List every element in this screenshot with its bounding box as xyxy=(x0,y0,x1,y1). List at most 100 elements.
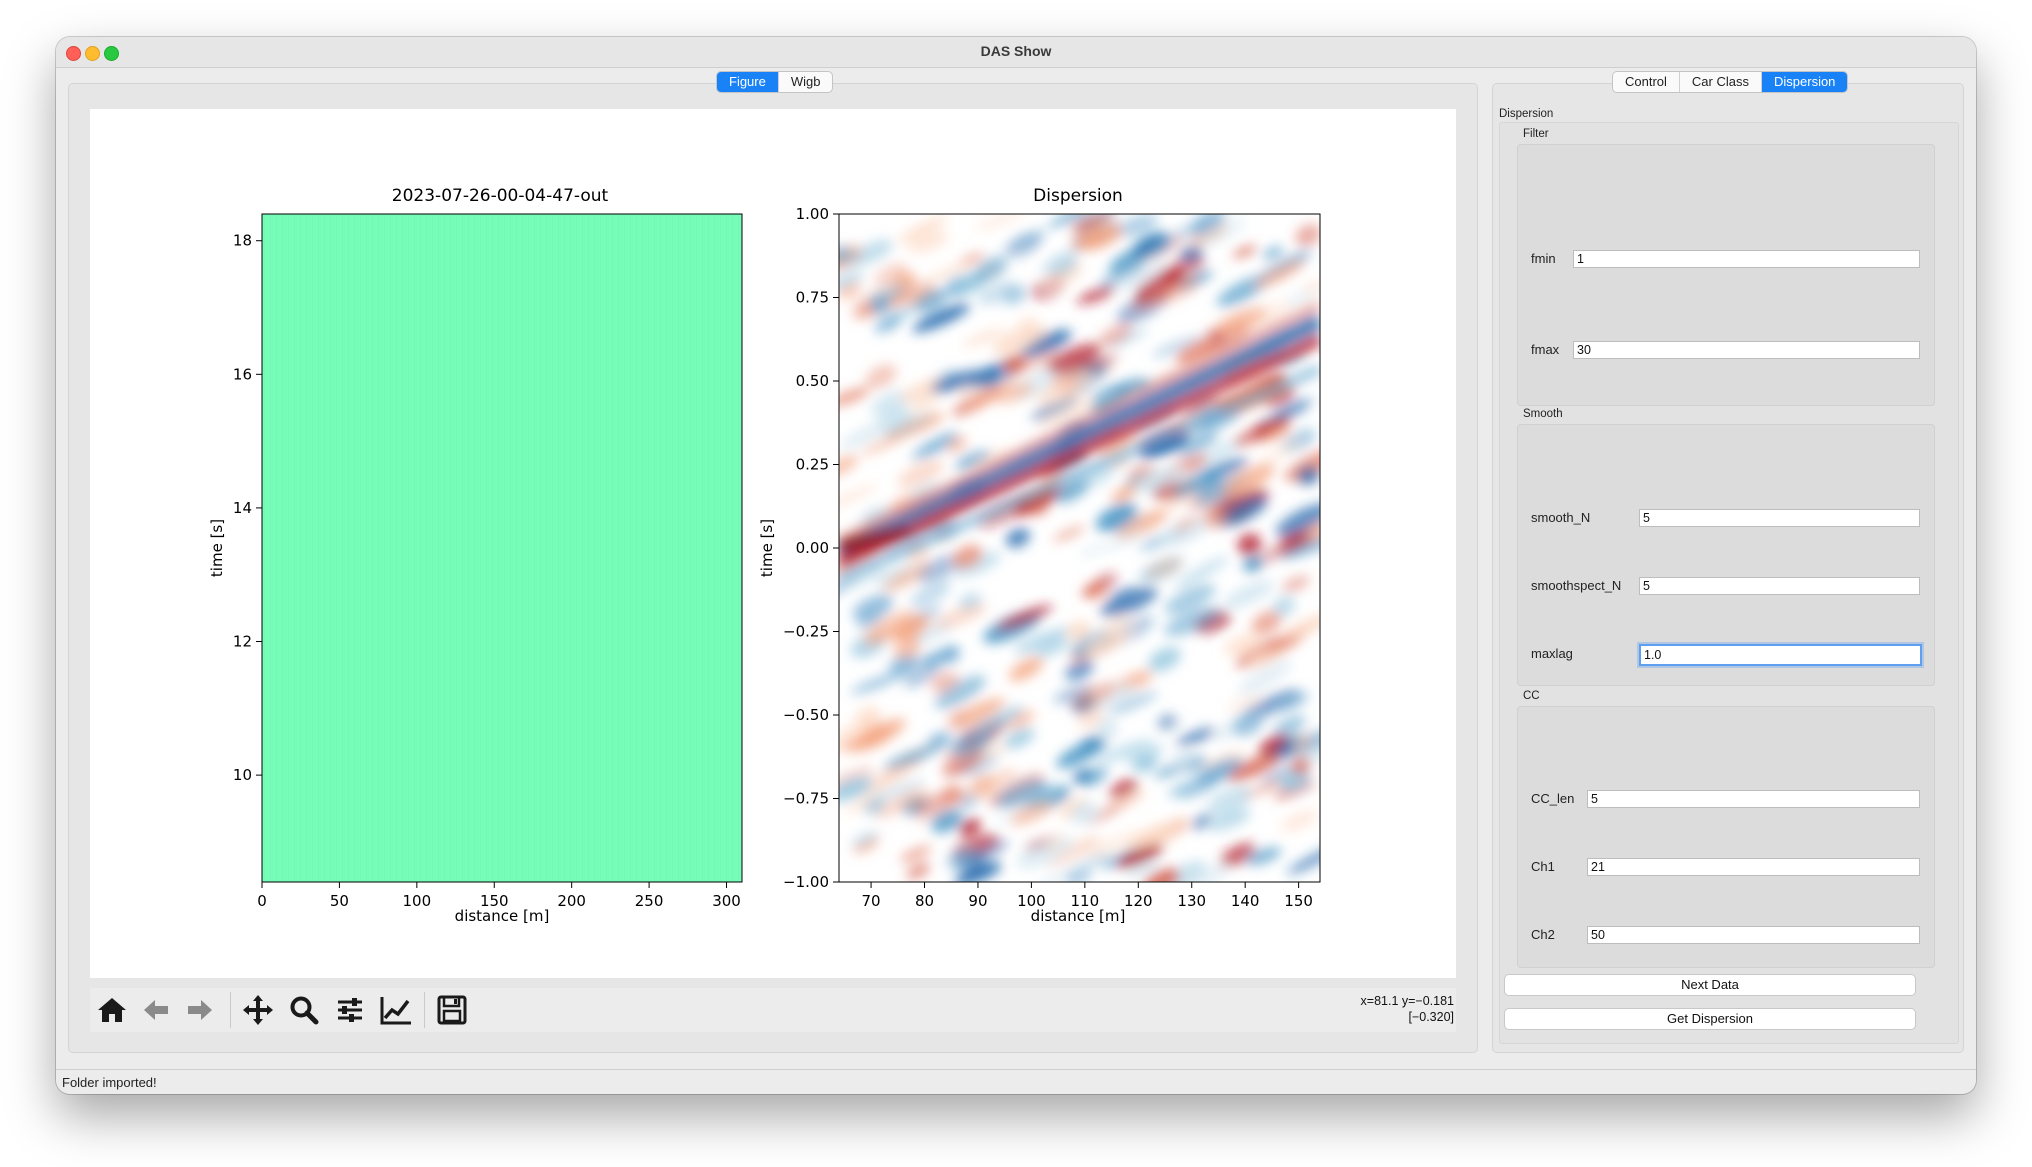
chart2-x-ticks: 70 80 90 100 110 120 130 140 150 xyxy=(862,882,1313,910)
heatmap-cell xyxy=(1096,432,1137,458)
tab-dispersion[interactable]: Dispersion xyxy=(1762,72,1848,92)
heatmap-cell xyxy=(897,215,948,244)
heatmap-cell xyxy=(839,484,878,511)
maxlag-input[interactable] xyxy=(1639,644,1922,666)
title-bar: DAS Show xyxy=(56,37,1976,68)
heatmap-cell xyxy=(883,743,943,770)
heatmap-cell xyxy=(1237,660,1293,695)
heatmap-cell xyxy=(1223,463,1275,496)
heatmap-cell xyxy=(1163,607,1222,637)
save-icon xyxy=(437,995,467,1025)
heatmap-cell xyxy=(1184,758,1207,773)
smoothspect-n-label: smoothspect_N xyxy=(1531,578,1622,593)
fmax-input[interactable] xyxy=(1573,341,1920,359)
cursor-coordinates: x=81.1 y=−0.181 [−0.320] xyxy=(1361,993,1454,1025)
forward-arrow-icon xyxy=(188,1000,212,1020)
chart1-y-tick-label: 10 xyxy=(233,766,252,784)
cc-group xyxy=(1517,706,1935,968)
heatmap-cell xyxy=(1063,354,1120,378)
chart2-y-tick-label: −0.25 xyxy=(783,623,829,641)
cc-len-input[interactable] xyxy=(1587,790,1920,808)
heatmap-cell xyxy=(851,831,879,848)
heatmap-cell xyxy=(1148,647,1181,672)
heatmap-cell xyxy=(1242,689,1301,721)
edit-axes-button[interactable] xyxy=(378,993,414,1027)
heatmap-cell xyxy=(1008,657,1044,682)
heatmap-cell xyxy=(1272,596,1296,617)
minimize-window-button[interactable] xyxy=(85,46,100,61)
filter-group xyxy=(1517,144,1935,406)
heatmap-cell xyxy=(865,364,897,389)
get-dispersion-button[interactable]: Get Dispersion xyxy=(1504,1008,1916,1030)
heatmap-cell xyxy=(909,394,941,412)
forward-button[interactable] xyxy=(182,993,218,1027)
chart1-xlabel: distance [m] xyxy=(455,907,550,925)
heatmap-cell xyxy=(1219,842,1256,868)
back-button[interactable] xyxy=(138,993,174,1027)
chart2-x-tick-label: 130 xyxy=(1177,892,1206,910)
heatmap-cell xyxy=(1275,691,1309,712)
heatmap-cell xyxy=(1279,535,1320,559)
chart2-title: Dispersion xyxy=(1033,186,1123,206)
ch2-input[interactable] xyxy=(1587,926,1920,944)
close-window-button[interactable] xyxy=(66,46,81,61)
tab-figure[interactable]: Figure xyxy=(717,72,779,92)
subplots-icon xyxy=(338,998,362,1022)
heatmap-cell xyxy=(1086,830,1143,858)
heatmap-cell xyxy=(1202,750,1245,770)
heatmap-cell xyxy=(849,718,906,753)
heatmap-cell xyxy=(1039,395,1096,427)
heatmap-cell xyxy=(889,654,920,676)
tab-wigb[interactable]: Wigb xyxy=(790,74,821,89)
zoom-button[interactable] xyxy=(286,993,322,1027)
heatmap-cell xyxy=(1052,525,1085,542)
heatmap-cell xyxy=(1070,801,1098,825)
save-figure-button[interactable] xyxy=(434,993,470,1027)
heatmap-cell xyxy=(977,281,1017,305)
chart2-x-tick-label: 120 xyxy=(1124,892,1153,910)
heatmap-cell xyxy=(1208,808,1251,831)
control-tab-bar: Control Car Class Dispersion xyxy=(1612,71,1849,93)
heatmap-cell xyxy=(1279,351,1307,367)
zoom-window-button[interactable] xyxy=(104,46,119,61)
heatmap-cell xyxy=(927,731,952,749)
tab-car-class[interactable]: Car Class xyxy=(1680,72,1762,92)
next-data-button[interactable]: Next Data xyxy=(1504,974,1916,996)
chart2-x-tick-label: 100 xyxy=(1017,892,1046,910)
heatmap-cell xyxy=(1160,518,1209,546)
heatmap-cell xyxy=(996,605,1053,630)
subplots-button[interactable] xyxy=(332,993,368,1027)
heatmap-cell xyxy=(852,594,894,622)
smoothspect-n-input[interactable] xyxy=(1639,577,1920,595)
heatmap-cell xyxy=(931,809,963,833)
home-button[interactable] xyxy=(94,993,130,1027)
heatmap-cell xyxy=(874,317,902,333)
chart2-y-tick-label: 0.75 xyxy=(796,289,829,307)
smooth-n-input[interactable] xyxy=(1639,509,1920,527)
fmin-label: fmin xyxy=(1531,251,1556,266)
fmin-input[interactable] xyxy=(1573,250,1920,268)
heatmap-cell xyxy=(1011,229,1048,249)
chart1-x-ticks: 0 50 100 150 200 250 300 xyxy=(257,882,741,910)
heatmap-cell xyxy=(1275,503,1320,537)
heatmap-cell xyxy=(958,358,1014,390)
ch1-label: Ch1 xyxy=(1531,859,1555,874)
heatmap-cell xyxy=(1164,584,1216,615)
heatmap-cell xyxy=(934,675,986,709)
ch1-input[interactable] xyxy=(1587,858,1920,876)
heatmap-cell xyxy=(1010,800,1054,826)
pan-button[interactable] xyxy=(240,993,276,1027)
plot-canvas[interactable]: 2023-07-26-00-04-47-out 0 50 100 150 200 250 3… xyxy=(90,109,1456,978)
heatmap-cell xyxy=(893,636,921,659)
heatmap-cell xyxy=(1193,478,1225,494)
chart2-y-ticks: −1.00 −0.75 −0.50 −0.25 0.00 0.25 0.50 0.75 1.00 xyxy=(783,205,839,891)
heatmap-cell xyxy=(1091,377,1148,403)
chart1-y-tick-label: 18 xyxy=(233,232,252,250)
heatmap-cell xyxy=(1056,737,1107,769)
heatmap-cell xyxy=(1281,575,1310,593)
heatmap-cell xyxy=(1182,863,1229,882)
tab-control[interactable]: Control xyxy=(1613,72,1680,92)
chart2-x-tick-label: 90 xyxy=(968,892,987,910)
heatmap-cell xyxy=(1191,813,1213,830)
pan-icon xyxy=(243,995,273,1025)
